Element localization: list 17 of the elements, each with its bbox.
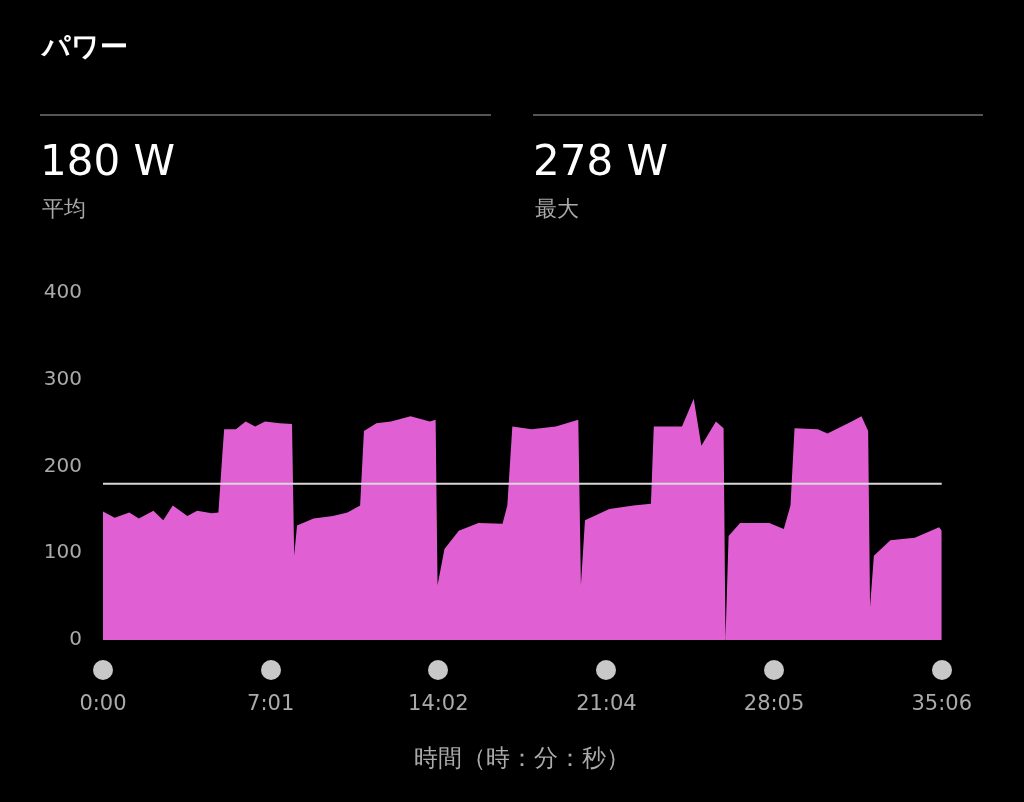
text: 平均 <box>42 195 86 223</box>
text: 180 W <box>40 136 176 185</box>
chart-title: パワー <box>42 29 128 65</box>
text: 最大 <box>535 195 579 223</box>
y-tick-label: 200 <box>43 452 82 477</box>
x-tick-label: 21:04 <box>576 691 637 716</box>
y-tick-label: 100 <box>43 539 82 564</box>
y-tick-label: 400 <box>43 279 82 304</box>
y-tick-label: 0 <box>69 626 82 651</box>
x-tick-label: 0:00 <box>79 691 127 716</box>
x-tick-label: 7:01 <box>247 691 295 716</box>
x-tick-label: 35:06 <box>911 691 973 716</box>
x-tick-label: 28:05 <box>743 691 805 716</box>
x-axis-title: 時間（時：分：秒） <box>414 743 631 772</box>
y-tick-label: 300 <box>43 365 82 390</box>
text: 278 W <box>533 136 669 185</box>
x-tick-label: 14:02 <box>408 691 469 716</box>
